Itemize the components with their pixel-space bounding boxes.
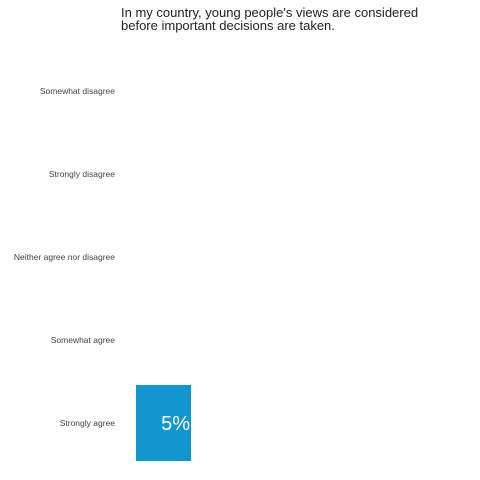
category-label: Strongly agree <box>60 418 116 428</box>
chart-title-line-2: before important decisions are taken. <box>121 18 335 33</box>
category-label: Somewhat disagree <box>40 86 115 96</box>
chart-title-line-1: In my country, young people's views are … <box>121 5 419 20</box>
category-label: Neither agree nor disagree <box>14 252 115 262</box>
chart-title: In my country, young people's views are … <box>121 6 441 32</box>
plot-area: Somewhat disagree Strongly disagree Neithe… <box>14 86 191 461</box>
category-label: Somewhat agree <box>51 335 116 345</box>
category-label: Strongly disagree <box>49 169 115 179</box>
data-label: 5% <box>161 413 190 435</box>
bar <box>136 385 191 461</box>
